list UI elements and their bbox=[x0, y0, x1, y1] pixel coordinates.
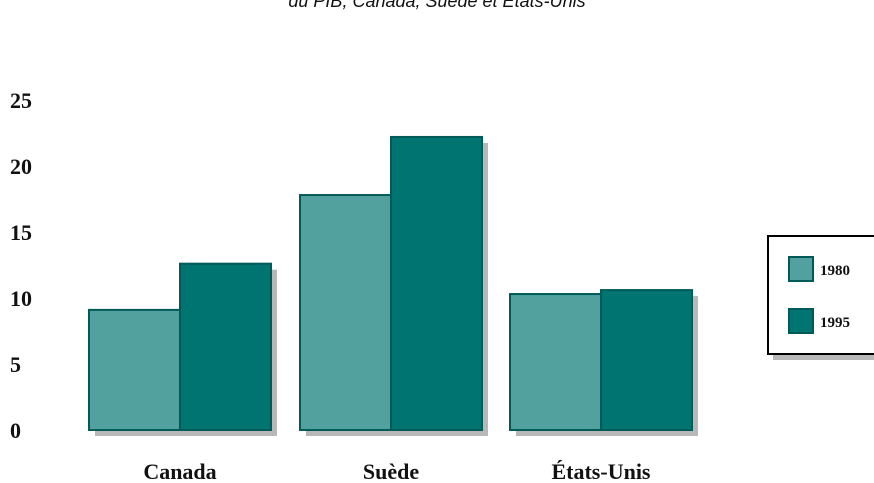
bar-etats-unis-1980 bbox=[509, 293, 602, 432]
y-tick-label: 15 bbox=[10, 220, 32, 245]
x-tick-label-etats-unis: États-Unis bbox=[551, 459, 650, 483]
x-tick-label-canada: Canada bbox=[143, 459, 216, 483]
y-tick-label: 0 bbox=[10, 418, 21, 443]
bar-canada-1995 bbox=[179, 262, 272, 431]
legend-swatch-1995 bbox=[788, 308, 814, 334]
legend-box bbox=[767, 235, 874, 355]
bar-suede-1995 bbox=[390, 135, 483, 432]
x-axis: Canada Suède États-Unis bbox=[143, 459, 651, 483]
bar-etats-unis-1995 bbox=[600, 289, 693, 431]
legend-label-1980: 1980 bbox=[820, 263, 850, 279]
y-tick-label: 5 bbox=[10, 352, 21, 377]
legend-swatch-1980 bbox=[788, 256, 814, 282]
y-tick-label: 20 bbox=[10, 154, 32, 179]
bar-suede-1980 bbox=[299, 194, 392, 431]
legend-label-1995: 1995 bbox=[820, 315, 850, 331]
y-tick-label: 10 bbox=[10, 286, 32, 311]
bar-canada-1980 bbox=[88, 308, 181, 432]
y-tick-label: 25 bbox=[10, 88, 32, 113]
x-tick-label-suede: Suède bbox=[363, 459, 419, 483]
legend: 1980 1995 bbox=[767, 235, 874, 360]
chart-title: du PIB, Canada, Suède et États-Unis bbox=[288, 0, 586, 11]
bars-group bbox=[88, 135, 698, 436]
y-axis: 0 5 10 15 20 25 bbox=[10, 88, 32, 443]
